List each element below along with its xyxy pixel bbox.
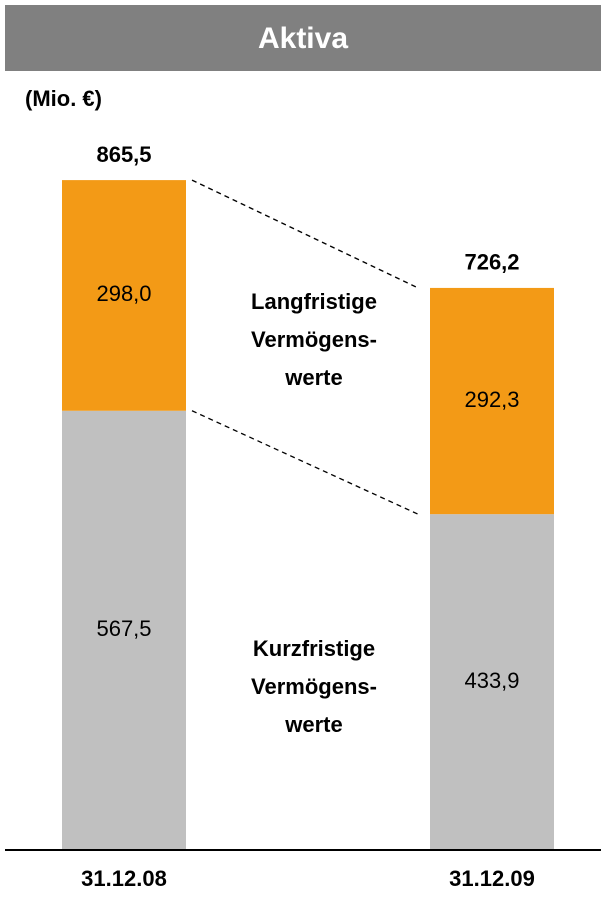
connector — [191, 179, 419, 289]
x-tick-label: 31.12.09 — [449, 866, 535, 891]
bar-segment — [430, 514, 554, 850]
chart-title: Aktiva — [258, 22, 348, 55]
connector — [191, 410, 419, 515]
total-label: 865,5 — [96, 142, 151, 167]
total-label: 726,2 — [464, 250, 519, 275]
series-label: Langfristige Vermögens-werte — [251, 289, 377, 390]
value-label: 567,5 — [96, 616, 151, 641]
bar-segment — [62, 410, 186, 850]
unit-label: (Mio. €) — [25, 86, 102, 111]
x-tick-label: 31.12.08 — [81, 866, 167, 891]
value-label: 292,3 — [464, 387, 519, 412]
bar-segment — [62, 180, 186, 411]
title-bar — [5, 5, 601, 71]
value-label: 298,0 — [96, 281, 151, 306]
bar-segment — [430, 287, 554, 515]
value-label: 433,9 — [464, 668, 519, 693]
series-label: Kurzfristige Vermögens-werte — [251, 636, 377, 737]
